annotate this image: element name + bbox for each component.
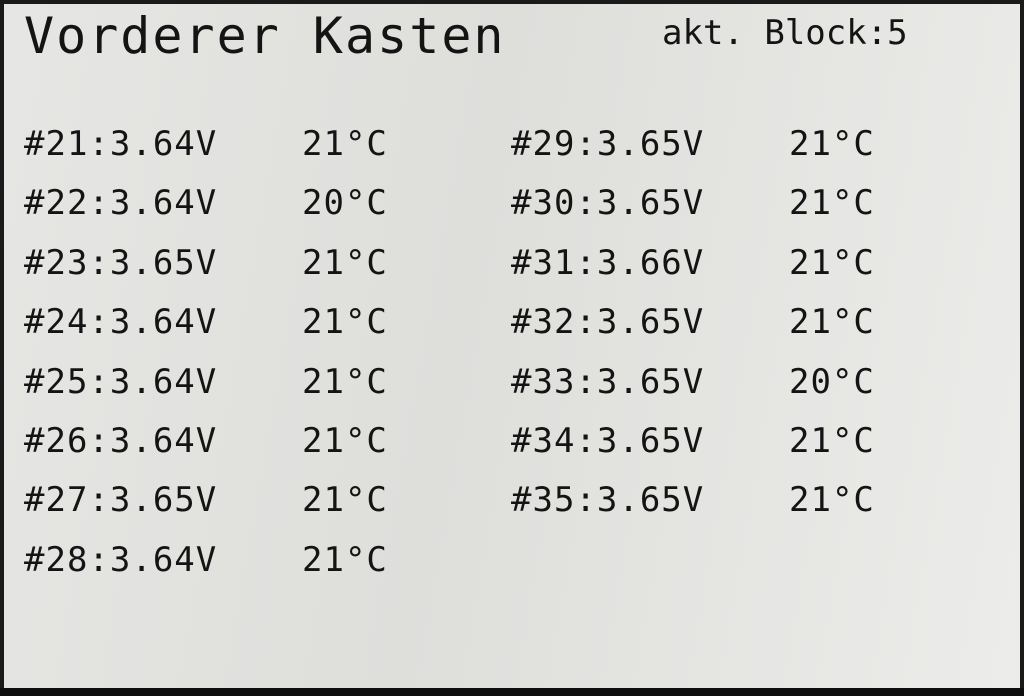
cell-voltage: #22:3.64V <box>24 183 218 224</box>
cell-temperature: 21°C <box>789 302 875 343</box>
active-block-indicator: akt. Block:5 <box>662 13 908 53</box>
lcd-screen: Vorderer Kasten akt. Block:5 #21:3.64V 2… <box>4 4 1020 688</box>
cell-temperature: 21°C <box>789 124 875 164</box>
cell-voltage: #23:3.65V <box>24 242 218 283</box>
page-title: Vorderer Kasten <box>24 7 506 65</box>
cell-temperature: 21°C <box>789 183 875 224</box>
cell-voltage: #25:3.64V <box>24 361 218 402</box>
cell-voltage: #26:3.64V <box>24 420 218 461</box>
cell-voltage: #33:3.65V <box>511 361 705 402</box>
cell-voltage: #32:3.65V <box>511 302 705 343</box>
cell-temperature: 21°C <box>302 480 388 521</box>
cell-temperature: 21°C <box>302 124 388 164</box>
cell-temperature: 21°C <box>302 242 388 283</box>
cell-temperature: 21°C <box>302 361 388 402</box>
cell-temperature: 21°C <box>302 420 388 461</box>
cell-voltage: #27:3.65V <box>24 480 218 521</box>
cell-voltage: #29:3.65V <box>511 124 705 164</box>
cell-voltage: #31:3.66V <box>511 242 705 283</box>
cell-temperature: 21°C <box>789 242 875 283</box>
cell-temperature: 20°C <box>789 361 875 402</box>
cell-voltage: #34:3.65V <box>511 420 705 461</box>
cell-voltage: #28:3.64V <box>24 539 218 580</box>
cell-temperature: 21°C <box>302 302 388 343</box>
cell-temperature: 21°C <box>789 480 875 521</box>
cell-voltage: #21:3.64V <box>24 124 218 164</box>
cell-temperature: 20°C <box>302 183 388 224</box>
cell-temperature: 21°C <box>789 420 875 461</box>
cell-voltage: #30:3.65V <box>511 183 705 224</box>
cell-temperature: 21°C <box>302 539 388 580</box>
cell-voltage: #35:3.65V <box>511 480 705 521</box>
screen-bezel <box>0 688 1024 696</box>
cell-voltage: #24:3.64V <box>24 302 218 343</box>
